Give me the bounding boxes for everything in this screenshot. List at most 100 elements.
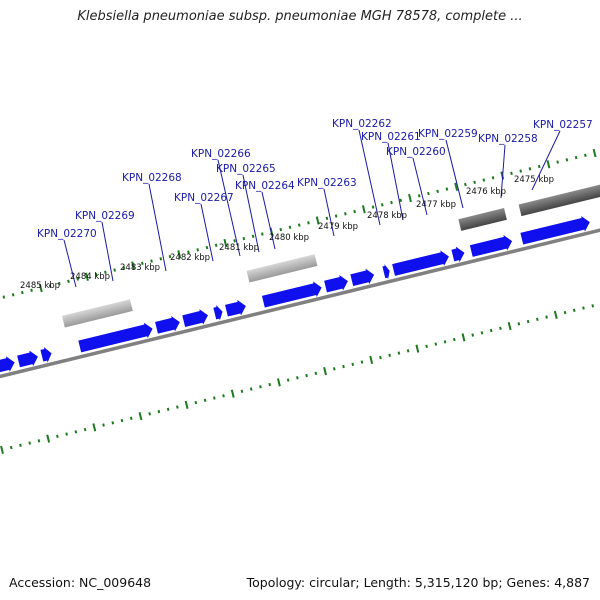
inner-minor-tick: [388, 353, 391, 358]
inner-major-tick: [46, 434, 51, 443]
gene-leader-line: [358, 129, 381, 226]
gene-label[interactable]: KPN_02265: [216, 163, 276, 175]
inner-major-tick: [184, 400, 189, 409]
outer-minor-tick: [482, 178, 486, 182]
inner-minor-tick: [452, 337, 456, 342]
gene-leader-line: [445, 139, 464, 209]
inner-minor-tick: [129, 416, 133, 421]
cds-arrow: [225, 299, 246, 317]
outer-minor-tick: [279, 227, 283, 232]
gene-leader-line: [412, 157, 428, 216]
outer-major-tick: [408, 193, 412, 203]
inner-minor-tick: [212, 396, 216, 400]
cds-arrow: [40, 347, 52, 363]
gene-label[interactable]: KPN_02268: [122, 172, 182, 184]
rna-feature: [61, 299, 133, 328]
gene-label[interactable]: KPN_02258: [478, 133, 538, 145]
inner-minor-tick: [360, 360, 364, 364]
outer-minor-tick: [150, 259, 153, 263]
cds-arrow: [392, 250, 449, 276]
inner-major-tick: [138, 411, 143, 421]
outer-minor-tick: [168, 254, 172, 259]
outer-minor-tick: [233, 239, 236, 243]
gene-leader-line: [217, 159, 241, 257]
outer-minor-tick: [30, 288, 33, 292]
inner-minor-tick: [249, 387, 253, 391]
inner-minor-tick: [332, 367, 336, 371]
outer-minor-tick: [510, 171, 513, 175]
gene-label[interactable]: KPN_02260: [386, 146, 446, 158]
gene-label[interactable]: KPN_02264: [235, 180, 295, 192]
inner-minor-tick: [65, 432, 68, 436]
outer-major-tick: [131, 261, 136, 270]
inner-minor-tick: [102, 423, 105, 427]
inner-minor-tick: [28, 441, 32, 445]
cds-arrow: [451, 246, 465, 263]
cds-arrow: [382, 264, 390, 280]
inner-minor-tick: [37, 439, 41, 443]
outer-major-tick: [85, 272, 89, 281]
inner-minor-tick: [268, 382, 271, 387]
inner-minor-tick: [19, 443, 22, 448]
gene-label[interactable]: KPN_02262: [332, 118, 392, 130]
inner-minor-tick: [397, 351, 401, 355]
inner-minor-tick: [563, 310, 567, 315]
gene-leader-line: [261, 191, 276, 250]
inner-minor-tick: [56, 434, 59, 439]
outer-minor-tick: [242, 236, 246, 241]
inner-minor-tick: [305, 373, 308, 378]
inner-minor-tick: [194, 400, 198, 405]
kbp-tick-label: 2483 kbp: [120, 263, 160, 273]
inner-major-tick: [507, 321, 512, 331]
kbp-tick-label: 2485 kbp: [20, 281, 60, 291]
gene-label[interactable]: KPN_02269: [75, 210, 135, 222]
inner-minor-tick: [499, 326, 502, 331]
feature-lanes: [0, 184, 600, 410]
outer-major-tick: [223, 238, 228, 248]
outer-minor-tick: [556, 160, 559, 164]
inner-minor-tick: [74, 430, 78, 434]
outer-minor-tick: [371, 205, 375, 209]
gene-label[interactable]: KPN_02266: [191, 148, 251, 160]
label-leader-lines: [63, 129, 561, 288]
gene-label[interactable]: KPN_02261: [361, 131, 421, 143]
inner-major-tick: [461, 333, 466, 342]
inner-minor-tick: [176, 405, 179, 409]
outer-major-tick: [454, 182, 459, 191]
gene-label[interactable]: KPN_02257: [533, 119, 593, 131]
outer-minor-tick: [205, 245, 209, 250]
kbp-tick-labels: 2475 kbp 2476 kbp 2477 kbp 2478 kbp 2479 kbp…: [20, 175, 554, 291]
outer-minor-tick: [159, 257, 163, 261]
gene-label[interactable]: KPN_02263: [297, 177, 357, 189]
inner-major-tick: [323, 366, 327, 376]
outer-minor-tick: [57, 281, 61, 286]
inner-minor-tick: [443, 340, 447, 344]
outer-minor-tick: [187, 250, 190, 254]
gene-leader-line: [200, 203, 214, 262]
rna-feature: [518, 184, 600, 217]
inner-major-tick: [0, 445, 4, 454]
inner-minor-tick: [259, 385, 262, 389]
outer-minor-tick: [584, 153, 587, 157]
gene-label[interactable]: KPN_02259: [418, 128, 478, 140]
inner-major-tick: [92, 423, 97, 432]
outer-minor-tick: [297, 223, 301, 227]
outer-minor-tick: [417, 194, 421, 198]
gene-label[interactable]: KPN_02270: [37, 228, 97, 240]
outer-major-tick: [361, 205, 366, 214]
inner-minor-tick: [480, 331, 484, 335]
cds-arrow: [155, 315, 180, 334]
genome-summary-text: Topology: circular; Length: 5,315,120 bp…: [246, 575, 590, 590]
gene-label[interactable]: KPN_02267: [174, 192, 234, 204]
outer-minor-tick: [11, 293, 15, 297]
inner-minor-tick: [166, 407, 170, 412]
kbp-tick-label: 2478 kbp: [367, 211, 407, 221]
kbp-tick-label: 2476 kbp: [466, 187, 506, 197]
outer-minor-tick: [353, 209, 356, 214]
cds-arrow: [520, 216, 590, 245]
outer-major-tick: [177, 250, 182, 259]
kbp-tick-label: 2477 kbp: [416, 200, 456, 210]
inner-minor-tick: [296, 376, 299, 380]
inner-minor-tick: [9, 445, 13, 450]
map-title: Klebsiella pneumoniae subsp. pneumoniae …: [77, 9, 523, 24]
